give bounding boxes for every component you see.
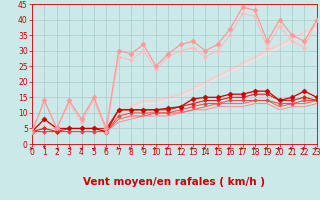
X-axis label: Vent moyen/en rafales ( km/h ): Vent moyen/en rafales ( km/h ) [84,177,265,187]
